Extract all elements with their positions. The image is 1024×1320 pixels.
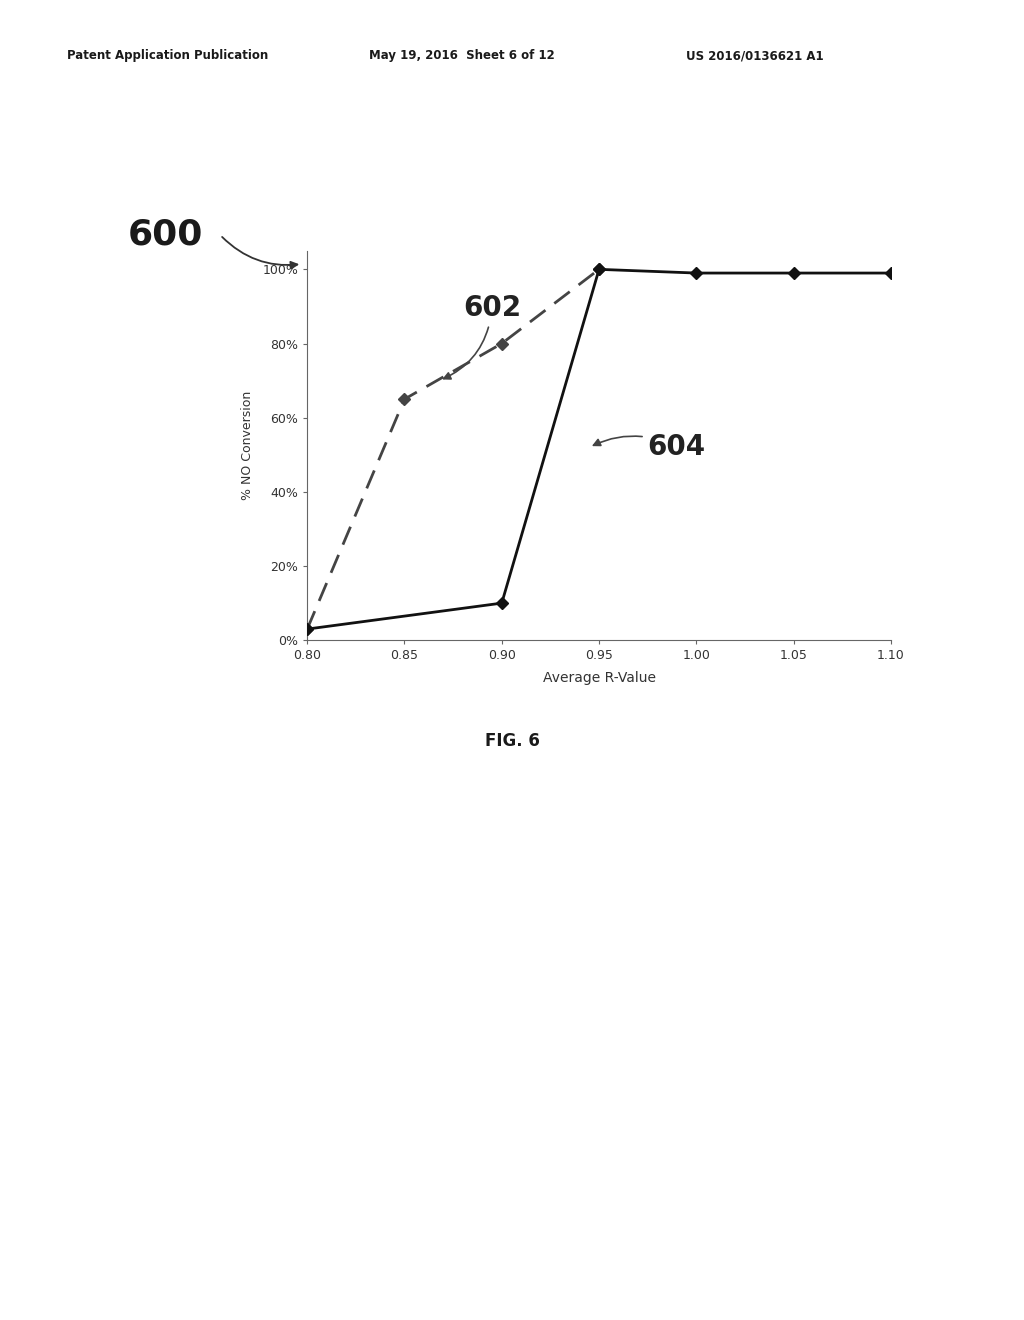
Text: May 19, 2016  Sheet 6 of 12: May 19, 2016 Sheet 6 of 12 (369, 49, 554, 62)
Text: 604: 604 (594, 433, 706, 461)
Text: FIG. 6: FIG. 6 (484, 731, 540, 750)
X-axis label: Average R-Value: Average R-Value (543, 671, 655, 685)
Text: 600: 600 (128, 218, 204, 252)
Text: 602: 602 (443, 293, 521, 379)
Text: US 2016/0136621 A1: US 2016/0136621 A1 (686, 49, 823, 62)
Text: Patent Application Publication: Patent Application Publication (67, 49, 268, 62)
Y-axis label: % NO Conversion: % NO Conversion (241, 391, 254, 500)
